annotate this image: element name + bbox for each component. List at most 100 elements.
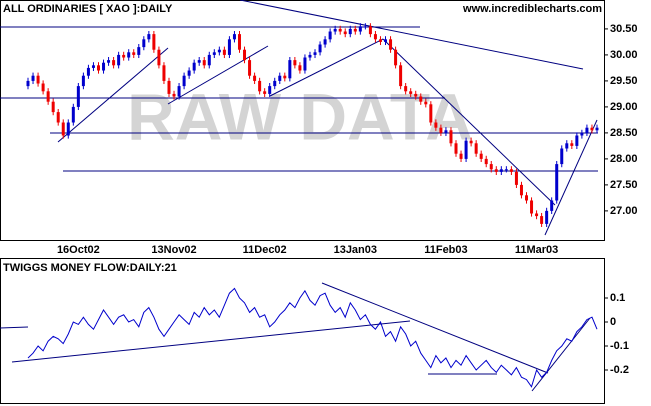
x-tick-label: 11Mar03 — [515, 244, 558, 256]
candle-body — [273, 80, 277, 87]
candle-body — [358, 26, 362, 32]
trendline — [57, 47, 169, 143]
candle-body — [580, 132, 584, 136]
y-tick-label: 28.00 — [610, 153, 638, 165]
candle-body — [248, 60, 252, 76]
candle-body — [575, 135, 579, 146]
y-tick-label: 30.50 — [610, 23, 638, 35]
candle-body — [278, 75, 282, 81]
trendline — [321, 282, 549, 374]
candle-body — [222, 49, 226, 55]
candle-body — [157, 49, 161, 66]
candle-body — [192, 62, 196, 71]
y-tick-label: 0.1 — [610, 292, 625, 304]
candle-body — [419, 96, 423, 102]
candle-body — [308, 54, 312, 58]
trendlines — [0, 0, 598, 392]
candle-body — [353, 28, 357, 32]
candle-body — [434, 122, 438, 128]
trendline — [11, 320, 411, 363]
candle-body — [560, 148, 564, 165]
candle-body — [162, 65, 166, 81]
candle-body — [333, 28, 337, 32]
candle-body — [263, 91, 267, 94]
candle-body — [489, 164, 493, 170]
candle-body — [555, 164, 559, 201]
y-tick-label: 29.50 — [610, 75, 638, 87]
candle-body — [525, 195, 529, 201]
candle-body — [152, 34, 156, 50]
candle-body — [424, 101, 428, 105]
indicator-title: TWIGGS MONEY FLOW:DAILY:21 — [3, 262, 177, 274]
candle-body — [66, 122, 70, 136]
candle-body — [142, 39, 146, 48]
candle-body — [303, 57, 307, 71]
x-tick-label: 13Jan03 — [334, 244, 377, 256]
candle-body — [187, 70, 191, 76]
y-tick-label: 27.00 — [610, 205, 638, 217]
candle-body — [504, 169, 508, 171]
candle-body — [394, 49, 398, 66]
y-tick-label: -0.1 — [610, 340, 629, 352]
candle-body — [41, 83, 45, 92]
candle-body — [348, 28, 352, 35]
candle-body — [494, 169, 498, 172]
candle-body — [81, 75, 85, 87]
candle-body — [444, 130, 448, 133]
candle-body — [182, 75, 186, 87]
trendline — [531, 317, 591, 392]
candle-body — [328, 31, 332, 40]
candle-body — [565, 143, 569, 149]
candle-body — [570, 143, 574, 146]
candle-body — [384, 39, 388, 42]
y-tick-label: 27.50 — [610, 179, 638, 191]
upper-frame — [0, 0, 605, 241]
trendline — [239, 0, 584, 70]
candle-body — [86, 67, 90, 76]
candle-body — [479, 153, 483, 159]
candle-body — [202, 60, 206, 66]
candle-body — [26, 80, 30, 87]
candle-body — [454, 143, 458, 154]
candle-body — [484, 158, 488, 165]
candle-body — [283, 75, 287, 79]
trendline — [167, 45, 269, 105]
candle-body — [172, 93, 176, 97]
trendline — [269, 38, 384, 97]
candle-body — [46, 91, 50, 102]
candle-body — [127, 52, 131, 58]
candle-body — [137, 47, 141, 55]
candle-body — [217, 49, 221, 53]
candle-body — [429, 104, 433, 123]
candle-body — [147, 34, 151, 40]
candle-body — [102, 62, 106, 71]
candle-body — [519, 184, 523, 196]
candle-body — [288, 60, 292, 79]
y-tick-label: 0 — [610, 316, 616, 328]
y-tick-label: 30.00 — [610, 49, 638, 61]
candle-body — [31, 75, 35, 81]
candle-body — [404, 86, 408, 92]
candle-body — [474, 143, 478, 154]
x-tick-label: 16Oct02 — [57, 244, 100, 256]
candle-body — [378, 39, 382, 42]
candle-body — [117, 54, 121, 66]
y-tick-label: 29.00 — [610, 101, 638, 113]
candle-body — [409, 91, 413, 94]
candle-body — [590, 127, 594, 131]
x-tick-label: 11Feb03 — [424, 244, 467, 256]
candle-body — [459, 153, 463, 159]
candle-body — [36, 75, 40, 84]
candle-body — [343, 31, 347, 35]
y-tick-label: 28.50 — [610, 127, 638, 139]
candle-body — [132, 52, 136, 55]
candle-body — [373, 34, 377, 40]
candle-body — [514, 171, 518, 185]
lower-frame — [0, 258, 605, 404]
trendline — [544, 119, 598, 236]
candle-body — [122, 54, 126, 58]
candle-body — [96, 65, 100, 71]
candle-body — [439, 127, 443, 133]
candle-body — [535, 213, 539, 217]
candle-body — [585, 127, 589, 133]
